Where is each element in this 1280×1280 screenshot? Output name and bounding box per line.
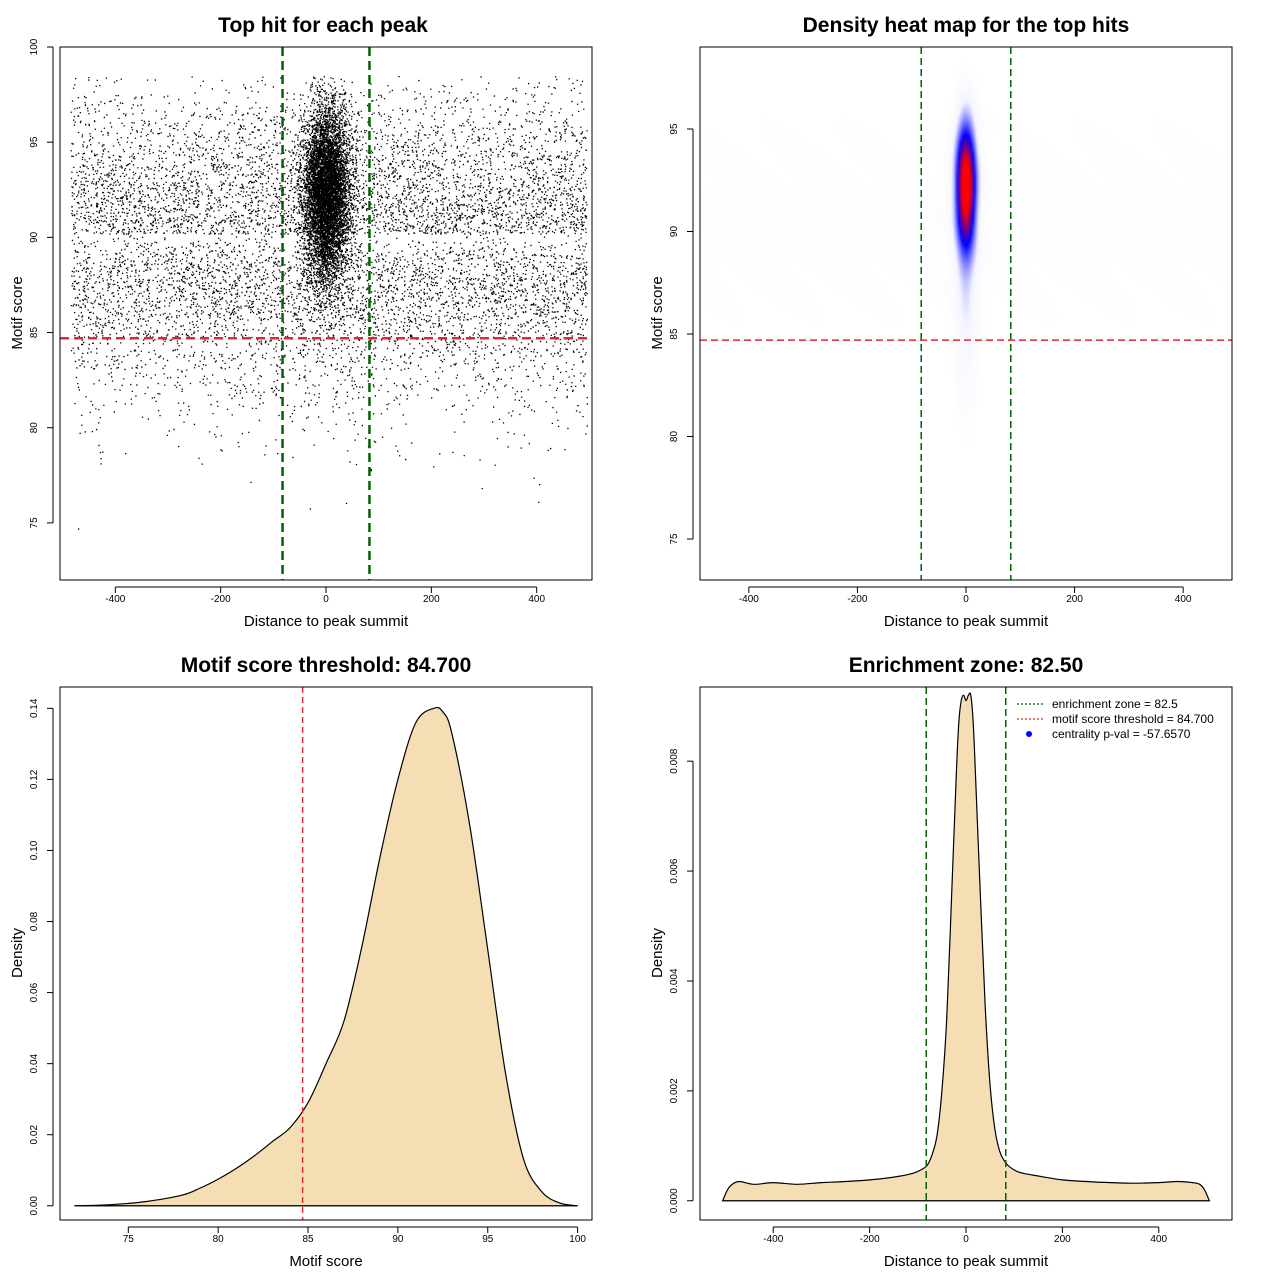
x-tick-label: 100 (569, 1234, 586, 1245)
x-tick-label: -400 (763, 1234, 783, 1245)
scatter-reference-lines (60, 47, 592, 580)
y-tick-label: 0.14 (29, 698, 40, 718)
x-tick-label: 75 (123, 1234, 135, 1245)
score-density-axes: 75 80 85 90 95 100 0.00 0.02 0.04 0.06 0.08 0.10 0.1… (29, 698, 586, 1245)
y-tick-label: 0.06 (29, 982, 40, 1002)
y-tick-label: 0.10 (29, 840, 40, 860)
y-tick-label: 0.006 (669, 858, 680, 883)
scatter-points (70, 76, 589, 530)
distance-density-title: Enrichment zone: 82.50 (849, 654, 1084, 677)
x-tick-label: 400 (1150, 1234, 1167, 1245)
y-tick-label: 95 (669, 123, 680, 135)
legend-pval-label: centrality p-val = -57.6570 (1052, 727, 1191, 741)
density-heatmap-image (700, 47, 1232, 580)
x-tick-label: 200 (1066, 594, 1083, 605)
score-density-area (74, 706, 578, 1207)
y-tick-label: 90 (669, 226, 680, 238)
y-tick-label: 0.008 (669, 748, 680, 773)
heatmap-x-axis-label: Distance to peak summit (884, 613, 1049, 630)
x-tick-label: 0 (963, 1234, 969, 1245)
scatter-point-cloud (70, 76, 589, 530)
scatter-title: Top hit for each peak (218, 14, 428, 37)
x-tick-label: -400 (105, 594, 125, 605)
y-tick-label: 90 (29, 231, 40, 243)
y-tick-label: 0.02 (29, 1125, 40, 1145)
panel-heatmap: Density heat map for the top hits -400 -2… (649, 14, 1233, 630)
distance-density-x-axis-label: Distance to peak summit (884, 1253, 1049, 1270)
legend-pval-dot (1026, 731, 1032, 737)
y-tick-label: 0.000 (669, 1188, 680, 1213)
x-tick-label: 0 (323, 594, 329, 605)
heatmap-plot-frame (699, 46, 1233, 581)
scatter-x-axis-label: Distance to peak summit (244, 613, 409, 630)
distance-density-y-axis-label: Density (649, 927, 666, 978)
score-density-title: Motif score threshold: 84.700 (181, 654, 472, 677)
y-tick-label: 0.08 (29, 911, 40, 931)
y-tick-label: 75 (29, 517, 40, 529)
x-tick-label: 85 (302, 1234, 314, 1245)
x-tick-label: 200 (423, 594, 440, 605)
y-tick-label: 0.12 (29, 769, 40, 789)
panel-distance-density: Enrichment zone: 82.50 -400 -200 0 200 400 0.… (649, 654, 1233, 1270)
y-tick-label: 100 (29, 38, 40, 55)
x-tick-label: 80 (213, 1234, 225, 1245)
y-tick-label: 80 (29, 422, 40, 434)
distance-density-area (721, 692, 1211, 1202)
heatmap-reference-lines (700, 47, 1232, 580)
x-tick-label: 0 (963, 594, 969, 605)
y-tick-label: 0.004 (669, 968, 680, 993)
score-density-y-axis-label: Density (9, 927, 26, 978)
legend: enrichment zone = 82.5 motif score thres… (1017, 697, 1214, 741)
heatmap-title: Density heat map for the top hits (803, 14, 1130, 37)
distance-density-plot-frame (699, 686, 1233, 1221)
x-tick-label: 90 (392, 1234, 404, 1245)
scatter-axes: -400 -200 0 200 400 75 80 85 90 95 100 (29, 38, 545, 605)
y-tick-label: 85 (669, 328, 680, 340)
legend-zone-label: enrichment zone = 82.5 (1052, 697, 1178, 711)
y-tick-label: 0.04 (29, 1053, 40, 1073)
y-tick-label: 75 (669, 533, 680, 545)
x-tick-label: -200 (847, 594, 867, 605)
y-tick-label: 95 (29, 136, 40, 148)
y-tick-label: 0.00 (29, 1196, 40, 1216)
x-tick-label: 95 (482, 1234, 494, 1245)
panel-scatter: Top hit for each peak -400 -200 0 200 400 75 8… (9, 14, 593, 630)
heatmap-axes: -400 -200 0 200 400 75 80 85 90 95 (669, 123, 1192, 605)
x-tick-label: -200 (211, 594, 231, 605)
score-density-x-axis-label: Motif score (289, 1253, 362, 1270)
distance-density-axes: -400 -200 0 200 400 0.000 0.002 0.004 0.006 0.008 (669, 748, 1168, 1245)
y-tick-label: 85 (29, 327, 40, 339)
panel-score-density: Motif score threshold: 84.700 75 80 85 90 95… (9, 654, 593, 1270)
score-density-plot-frame (59, 686, 593, 1221)
distance-density-zone-lines (925, 687, 1007, 1220)
x-tick-label: 400 (528, 594, 545, 605)
y-tick-label: 0.002 (669, 1078, 680, 1103)
x-tick-label: 200 (1054, 1234, 1071, 1245)
x-tick-label: -200 (860, 1234, 880, 1245)
y-tick-label: 80 (669, 431, 680, 443)
legend-threshold-label: motif score threshold = 84.700 (1052, 712, 1214, 726)
scatter-y-axis-label: Motif score (9, 276, 26, 349)
scatter-plot-frame (59, 46, 593, 581)
x-tick-label: 400 (1175, 594, 1192, 605)
x-tick-label: -400 (739, 594, 759, 605)
heatmap-y-axis-label: Motif score (649, 276, 666, 349)
